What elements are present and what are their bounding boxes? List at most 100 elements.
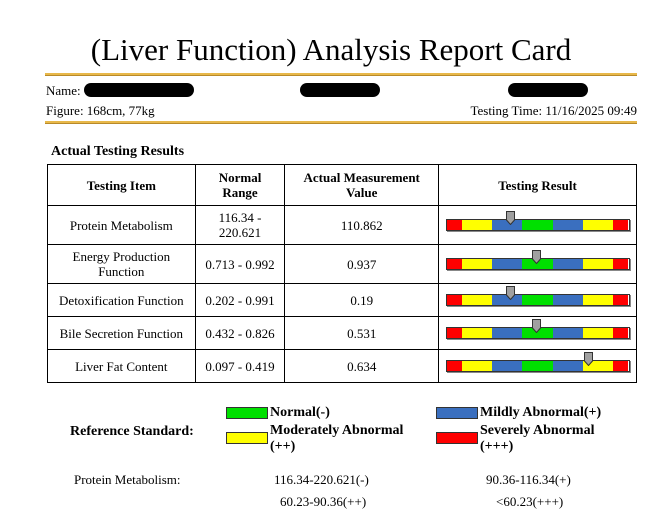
reference-moderate-range: 60.23-90.36(++) xyxy=(280,494,367,509)
result-marker-icon xyxy=(531,250,541,265)
bar-segment xyxy=(582,328,614,338)
normal-range: 0.432 - 0.826 xyxy=(194,316,286,350)
testing-item: Bile Secretion Function xyxy=(47,316,196,350)
bar-segment xyxy=(461,328,492,338)
bar-segment xyxy=(552,328,583,338)
bar-segment xyxy=(491,361,523,371)
bar-segment xyxy=(461,295,492,305)
header-actual-value: Actual Measurement Value xyxy=(284,164,440,206)
redacted-name xyxy=(84,83,194,97)
header-rule-top xyxy=(45,73,637,76)
table-row: Protein Metabolism 116.34 - 220.621 110.… xyxy=(47,205,637,245)
bar-segment xyxy=(446,295,462,305)
actual-value: 110.862 xyxy=(284,205,440,245)
result-marker-icon xyxy=(584,352,594,367)
testing-item: Liver Fat Content xyxy=(47,349,196,383)
bar-segment xyxy=(613,361,629,371)
redacted-age xyxy=(508,83,588,97)
name-label: Name: xyxy=(46,83,81,98)
testing-item: Detoxification Function xyxy=(47,283,196,317)
bar-segment xyxy=(613,259,629,269)
legend-moderate-swatch xyxy=(226,432,268,444)
actual-value: 0.634 xyxy=(284,349,440,383)
reference-normal-range: 116.34-220.621(-) xyxy=(274,472,369,487)
bar-segment xyxy=(552,295,583,305)
bar-segment xyxy=(522,361,553,371)
result-cell xyxy=(438,349,637,383)
bar-segment xyxy=(613,328,629,338)
result-bar xyxy=(445,319,630,339)
bar-segment xyxy=(613,220,629,230)
legend-mild-swatch xyxy=(436,407,478,419)
actual-value: 0.937 xyxy=(284,244,440,284)
legend-normal-label: Normal(-) xyxy=(270,405,330,420)
bar-segment xyxy=(446,259,462,269)
result-cell xyxy=(438,244,637,284)
bar-segment xyxy=(491,259,523,269)
legend-severe-swatch xyxy=(436,432,478,444)
reference-mild-range: 90.36-116.34(+) xyxy=(486,472,571,487)
testing-time: Testing Time: 11/16/2025 09:49 xyxy=(470,103,637,118)
legend-normal-swatch xyxy=(226,407,268,419)
result-marker-icon xyxy=(506,286,516,301)
bar-segment xyxy=(582,361,614,371)
bar-segment xyxy=(522,259,553,269)
bar-segment xyxy=(613,295,629,305)
normal-range: 0.097 - 0.419 xyxy=(194,349,286,383)
figure-info: Figure: 168cm, 77kg xyxy=(46,103,155,118)
normal-range: 0.713 - 0.992 xyxy=(194,244,286,284)
bar-segment xyxy=(461,220,492,230)
result-marker-icon xyxy=(506,211,516,226)
result-cell xyxy=(438,205,637,245)
table-row: Liver Fat Content 0.097 - 0.419 0.634 xyxy=(47,349,637,383)
header-rule-bottom xyxy=(45,121,637,124)
bar-segment xyxy=(446,361,462,371)
bar-segment xyxy=(552,361,583,371)
bar-segment xyxy=(446,328,462,338)
bar-segment xyxy=(446,220,462,230)
header-normal-range: Normal Range xyxy=(194,164,286,206)
reference-item: Protein Metabolism: xyxy=(74,472,181,487)
actual-value: 0.19 xyxy=(284,283,440,317)
section-title: Actual Testing Results xyxy=(51,144,185,159)
bar-segment xyxy=(461,259,492,269)
legend-severe-label: Severely Abnormal (+++) xyxy=(480,423,595,454)
table-row: Detoxification Function 0.202 - 0.991 0.… xyxy=(47,283,637,317)
bar-segment xyxy=(491,295,523,305)
bar-segment xyxy=(552,220,583,230)
table-header-row: Testing Item Normal Range Actual Measure… xyxy=(47,164,637,206)
redacted-gender xyxy=(300,83,380,97)
bar-segment xyxy=(491,328,523,338)
report-title: (Liver Function) Analysis Report Card xyxy=(90,32,572,67)
testing-item: Protein Metabolism xyxy=(47,205,196,245)
results-table: Testing Item Normal Range Actual Measure… xyxy=(47,164,637,383)
result-bar xyxy=(445,211,630,231)
bar-segment xyxy=(582,295,614,305)
result-bar xyxy=(445,286,630,306)
table-row: Bile Secretion Function 0.432 - 0.826 0.… xyxy=(47,316,637,350)
bar-segment xyxy=(582,259,614,269)
reference-standard-title: Reference Standard: xyxy=(70,424,194,439)
bar-segment xyxy=(491,220,523,230)
result-cell xyxy=(438,316,637,350)
bar-segment xyxy=(522,328,553,338)
normal-range: 116.34 - 220.621 xyxy=(194,205,286,245)
table-row: Energy Production Function 0.713 - 0.992… xyxy=(47,244,637,284)
actual-value: 0.531 xyxy=(284,316,440,350)
result-marker-icon xyxy=(531,319,541,334)
result-bar xyxy=(445,352,630,372)
reference-severe-range: <60.23(+++) xyxy=(496,494,564,509)
header-testing-item: Testing Item xyxy=(47,164,196,206)
legend-mild-label: Mildly Abnormal(+) xyxy=(480,405,602,420)
bar-segment xyxy=(461,361,492,371)
bar-segment xyxy=(552,259,583,269)
normal-range: 0.202 - 0.991 xyxy=(194,283,286,317)
testing-item: Energy Production Function xyxy=(47,244,196,284)
bar-segment xyxy=(522,220,553,230)
result-cell xyxy=(438,283,637,317)
bar-segment xyxy=(522,295,553,305)
legend-moderate-label: Moderately Abnormal (++) xyxy=(270,423,404,454)
result-bar xyxy=(445,250,630,270)
bar-segment xyxy=(582,220,614,230)
header-testing-result: Testing Result xyxy=(438,164,637,206)
